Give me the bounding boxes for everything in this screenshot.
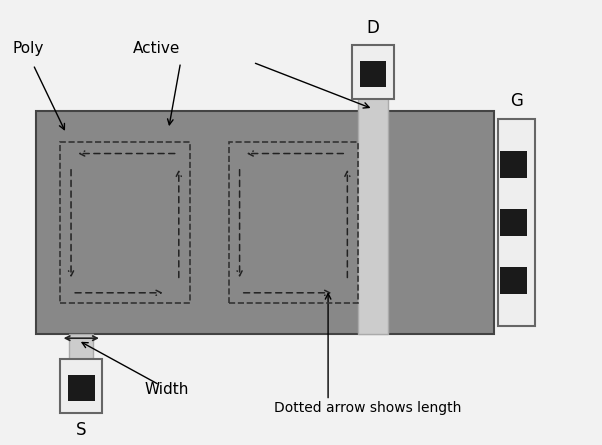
- Bar: [60, 142, 190, 303]
- Text: Poly: Poly: [12, 41, 43, 57]
- Bar: [229, 142, 358, 303]
- Bar: [500, 267, 527, 295]
- Bar: [498, 119, 535, 326]
- Bar: [358, 53, 388, 334]
- Bar: [352, 45, 394, 99]
- Text: S: S: [76, 421, 87, 439]
- Bar: [500, 209, 527, 236]
- Bar: [36, 111, 494, 334]
- Bar: [69, 334, 93, 360]
- Text: D: D: [367, 19, 380, 37]
- Bar: [360, 61, 386, 87]
- Text: Dotted arrow shows length: Dotted arrow shows length: [274, 400, 461, 415]
- Bar: [68, 375, 95, 400]
- Text: G: G: [510, 93, 523, 110]
- Text: Active: Active: [132, 41, 180, 57]
- Bar: [500, 150, 527, 178]
- Bar: [60, 359, 102, 413]
- Text: Width: Width: [144, 382, 189, 397]
